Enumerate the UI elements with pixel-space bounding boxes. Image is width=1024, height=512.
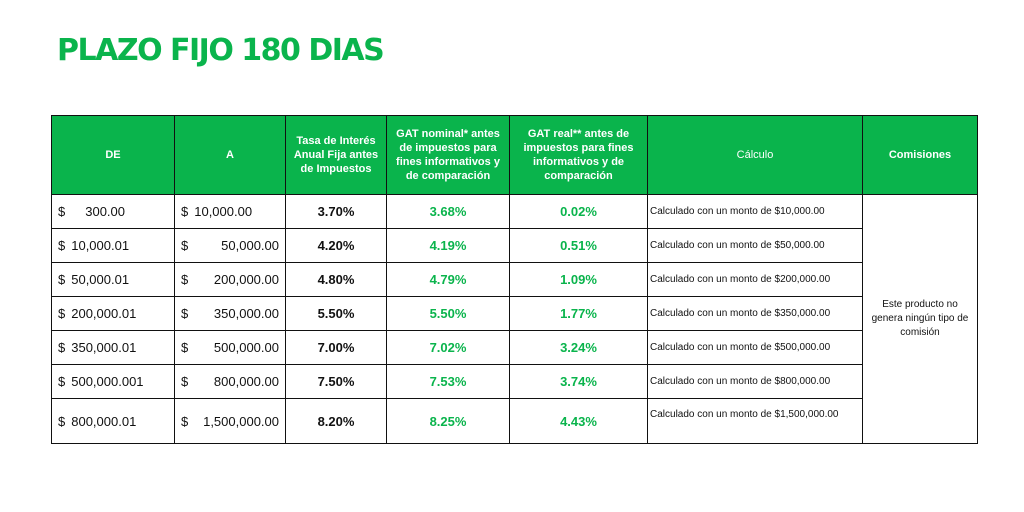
table-header-row: DE A Tasa de Interés Anual Fija antes de… bbox=[51, 115, 978, 195]
header-a: A bbox=[174, 115, 286, 195]
gat-nominal-cell: 4.79% bbox=[386, 262, 510, 297]
tasa-cell: 4.80% bbox=[285, 262, 387, 297]
de-value: 300.00 bbox=[85, 204, 125, 219]
currency-symbol: $ bbox=[181, 413, 189, 429]
calculo-cell: Calculado con un monto de $500,000.00 bbox=[647, 330, 863, 365]
gat-real-cell: 4.43% bbox=[509, 398, 648, 444]
gat-nominal-cell: 5.50% bbox=[386, 296, 510, 331]
gat-nominal-cell: 7.53% bbox=[386, 364, 510, 399]
calculo-cell: Calculado con un monto de $50,000.00 bbox=[647, 228, 863, 263]
a-cell: $350,000.00 bbox=[174, 296, 286, 331]
table-row: $800,000.01 $1,500,000.00 8.20% 8.25% 4.… bbox=[51, 398, 978, 444]
gat-real-cell: 1.09% bbox=[509, 262, 648, 297]
gat-nominal-cell: 3.68% bbox=[386, 194, 510, 229]
gat-real-cell: 3.24% bbox=[509, 330, 648, 365]
tasa-cell: 3.70% bbox=[285, 194, 387, 229]
de-value: 200,000.01 bbox=[71, 306, 137, 321]
de-cell: $800,000.01 bbox=[51, 398, 175, 444]
a-cell: $500,000.00 bbox=[174, 330, 286, 365]
a-value: 800,000.00 bbox=[213, 374, 279, 389]
gat-nominal-cell: 7.02% bbox=[386, 330, 510, 365]
header-de: DE bbox=[51, 115, 175, 195]
calculo-cell: Calculado con un monto de $10,000.00 bbox=[647, 194, 863, 229]
gat-real-cell: 0.02% bbox=[509, 194, 648, 229]
table-row: $500,000.001 $800,000.00 7.50% 7.53% 3.7… bbox=[51, 364, 978, 399]
de-value: 800,000.01 bbox=[71, 413, 137, 429]
de-value: 10,000.01 bbox=[71, 238, 130, 253]
a-cell: $50,000.00 bbox=[174, 228, 286, 263]
header-calculo: Cálculo bbox=[647, 115, 863, 195]
tasa-cell: 7.50% bbox=[285, 364, 387, 399]
currency-symbol: $ bbox=[58, 238, 66, 253]
currency-symbol: $ bbox=[181, 238, 189, 253]
currency-symbol: $ bbox=[58, 340, 66, 355]
calculo-cell: Calculado con un monto de $200,000.00 bbox=[647, 262, 863, 297]
de-value: 50,000.01 bbox=[71, 272, 130, 287]
header-gat-real: GAT real** antes de impuestos para fines… bbox=[509, 115, 648, 195]
a-value: 10,000.00 bbox=[194, 204, 253, 219]
currency-symbol: $ bbox=[181, 204, 189, 219]
a-value: 350,000.00 bbox=[213, 306, 279, 321]
table-row: $350,000.01 $500,000.00 7.00% 7.02% 3.24… bbox=[51, 330, 978, 365]
page-title: PLAZO FIJO 180 DIAS bbox=[57, 33, 385, 68]
calculo-cell: Calculado con un monto de $350,000.00 bbox=[647, 296, 863, 331]
currency-symbol: $ bbox=[181, 306, 189, 321]
gat-real-cell: 1.77% bbox=[509, 296, 648, 331]
table-row: $50,000.01 $200,000.00 4.80% 4.79% 1.09%… bbox=[51, 262, 978, 297]
tasa-cell: 5.50% bbox=[285, 296, 387, 331]
de-cell: $500,000.001 bbox=[51, 364, 175, 399]
currency-symbol: $ bbox=[181, 340, 189, 355]
gat-nominal-cell: 8.25% bbox=[386, 398, 510, 444]
gat-real-cell: 0.51% bbox=[509, 228, 648, 263]
a-cell: $10,000.00 bbox=[174, 194, 286, 229]
de-cell: $350,000.01 bbox=[51, 330, 175, 365]
currency-symbol: $ bbox=[58, 306, 66, 321]
table-row: $10,000.01 $50,000.00 4.20% 4.19% 0.51% … bbox=[51, 228, 978, 263]
gat-nominal-cell: 4.19% bbox=[386, 228, 510, 263]
a-cell: $1,500,000.00 bbox=[174, 398, 286, 444]
a-value: 500,000.00 bbox=[213, 340, 279, 355]
de-value: 350,000.01 bbox=[71, 340, 137, 355]
rates-table: DE A Tasa de Interés Anual Fija antes de… bbox=[51, 115, 978, 444]
currency-symbol: $ bbox=[58, 413, 66, 429]
currency-symbol: $ bbox=[58, 374, 66, 389]
a-cell: $800,000.00 bbox=[174, 364, 286, 399]
currency-symbol: $ bbox=[181, 272, 189, 287]
de-value: 500,000.001 bbox=[71, 374, 144, 389]
a-value: 1,500,000.00 bbox=[203, 413, 279, 429]
header-tasa: Tasa de Interés Anual Fija antes de Impu… bbox=[285, 115, 387, 195]
tasa-cell: 4.20% bbox=[285, 228, 387, 263]
a-value: 50,000.00 bbox=[221, 238, 279, 253]
currency-symbol: $ bbox=[181, 374, 189, 389]
calculo-cell: Calculado con un monto de $1,500,000.00 bbox=[647, 398, 863, 444]
tasa-cell: 7.00% bbox=[285, 330, 387, 365]
a-value: 200,000.00 bbox=[213, 272, 279, 287]
comisiones-cell: Este producto no genera ningún tipo de c… bbox=[862, 194, 978, 444]
calculo-cell: Calculado con un monto de $800,000.00 bbox=[647, 364, 863, 399]
a-cell: $200,000.00 bbox=[174, 262, 286, 297]
gat-real-cell: 3.74% bbox=[509, 364, 648, 399]
header-comisiones: Comisiones bbox=[862, 115, 978, 195]
de-cell: $200,000.01 bbox=[51, 296, 175, 331]
header-gat-nominal: GAT nominal* antes de impuestos para fin… bbox=[386, 115, 510, 195]
de-cell: $50,000.01 bbox=[51, 262, 175, 297]
de-cell: $300.00 bbox=[51, 194, 175, 229]
de-cell: $10,000.01 bbox=[51, 228, 175, 263]
table-row: $200,000.01 $350,000.00 5.50% 5.50% 1.77… bbox=[51, 296, 978, 331]
currency-symbol: $ bbox=[58, 204, 66, 219]
currency-symbol: $ bbox=[58, 272, 66, 287]
table-row: $300.00 $10,000.00 3.70% 3.68% 0.02% Cal… bbox=[51, 194, 978, 444]
tasa-cell: 8.20% bbox=[285, 398, 387, 444]
